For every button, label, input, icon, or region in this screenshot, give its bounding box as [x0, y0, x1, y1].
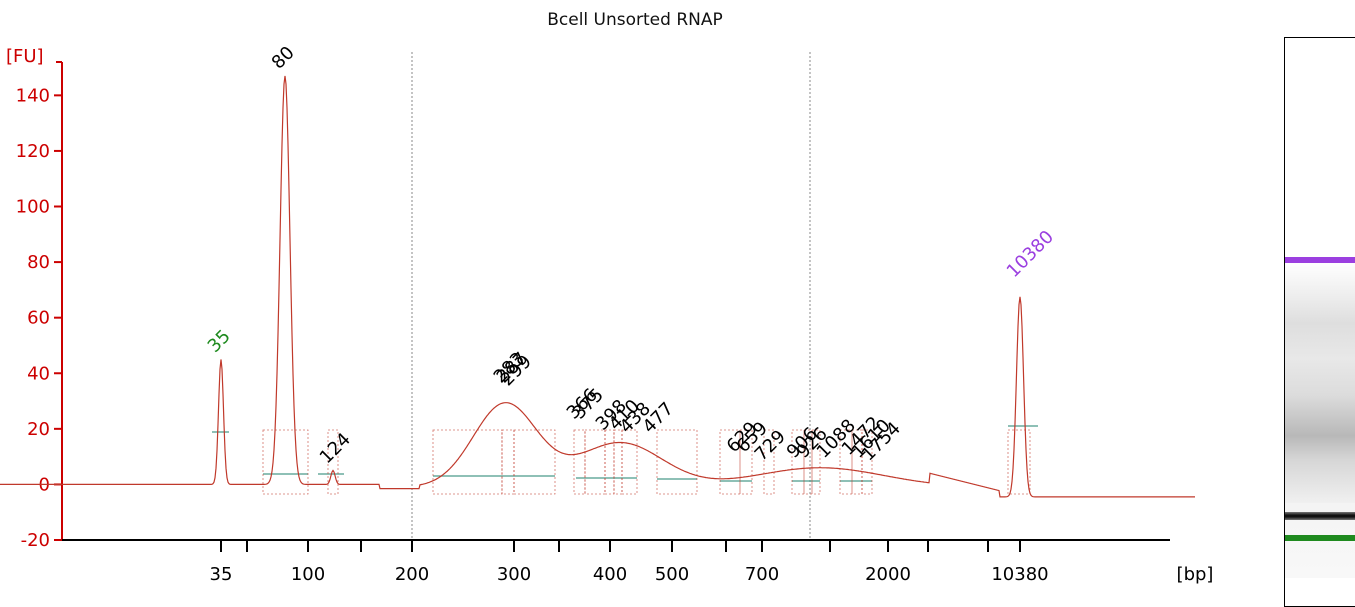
x-tick-label: 2000 — [865, 564, 911, 585]
x-tick-label: 400 — [593, 564, 627, 585]
y-tick-label: 40 — [27, 363, 50, 384]
y-tick-label: 100 — [16, 197, 50, 218]
peak-window — [811, 429, 821, 495]
peak-window — [763, 429, 775, 495]
peak-window — [513, 429, 556, 495]
y-tick-label: -20 — [21, 530, 50, 551]
gel-smear — [1285, 263, 1355, 503]
y-tick-label: 60 — [27, 308, 50, 329]
x-axis-label: [bp] — [1177, 564, 1214, 585]
y-tick-label: 120 — [16, 141, 50, 162]
peak-label: 124 — [316, 429, 355, 468]
peak-window — [432, 429, 503, 495]
peak-window — [613, 429, 623, 495]
x-tick-label: 700 — [745, 564, 779, 585]
peak-label: 80 — [268, 42, 299, 73]
peak-window — [604, 429, 615, 495]
y-tick-label: 80 — [27, 252, 50, 273]
peak-window — [739, 429, 753, 495]
trace-line — [0, 75, 1195, 498]
peak-window — [621, 429, 638, 495]
y-tick-label: 140 — [16, 85, 50, 106]
peak-window — [501, 429, 515, 495]
chart-title: Bcell Unsorted RNAP — [547, 10, 723, 30]
peak-label: 10380 — [1003, 227, 1058, 282]
peak-window — [861, 429, 873, 495]
peak-label: 35 — [204, 326, 235, 357]
peak-window — [573, 429, 586, 495]
x-tick-label: 35 — [210, 564, 233, 585]
sample-band — [1285, 512, 1355, 520]
x-tick-label: 200 — [395, 564, 429, 585]
x-tick-label: 500 — [655, 564, 689, 585]
peak-window — [1007, 429, 1031, 495]
y-tick-label: 20 — [27, 419, 50, 440]
peak-window — [262, 429, 309, 495]
x-tick-label: 10380 — [991, 564, 1048, 585]
gel-lane — [1284, 37, 1355, 607]
upper-marker-band — [1285, 257, 1355, 263]
peak-window — [656, 429, 698, 495]
lower-marker-band — [1285, 535, 1355, 541]
peak-window — [584, 429, 606, 495]
y-axis-label: [FU] — [6, 46, 44, 67]
x-tick-label: 100 — [291, 564, 325, 585]
peak-window — [327, 429, 339, 495]
x-tick-label: 300 — [497, 564, 531, 585]
